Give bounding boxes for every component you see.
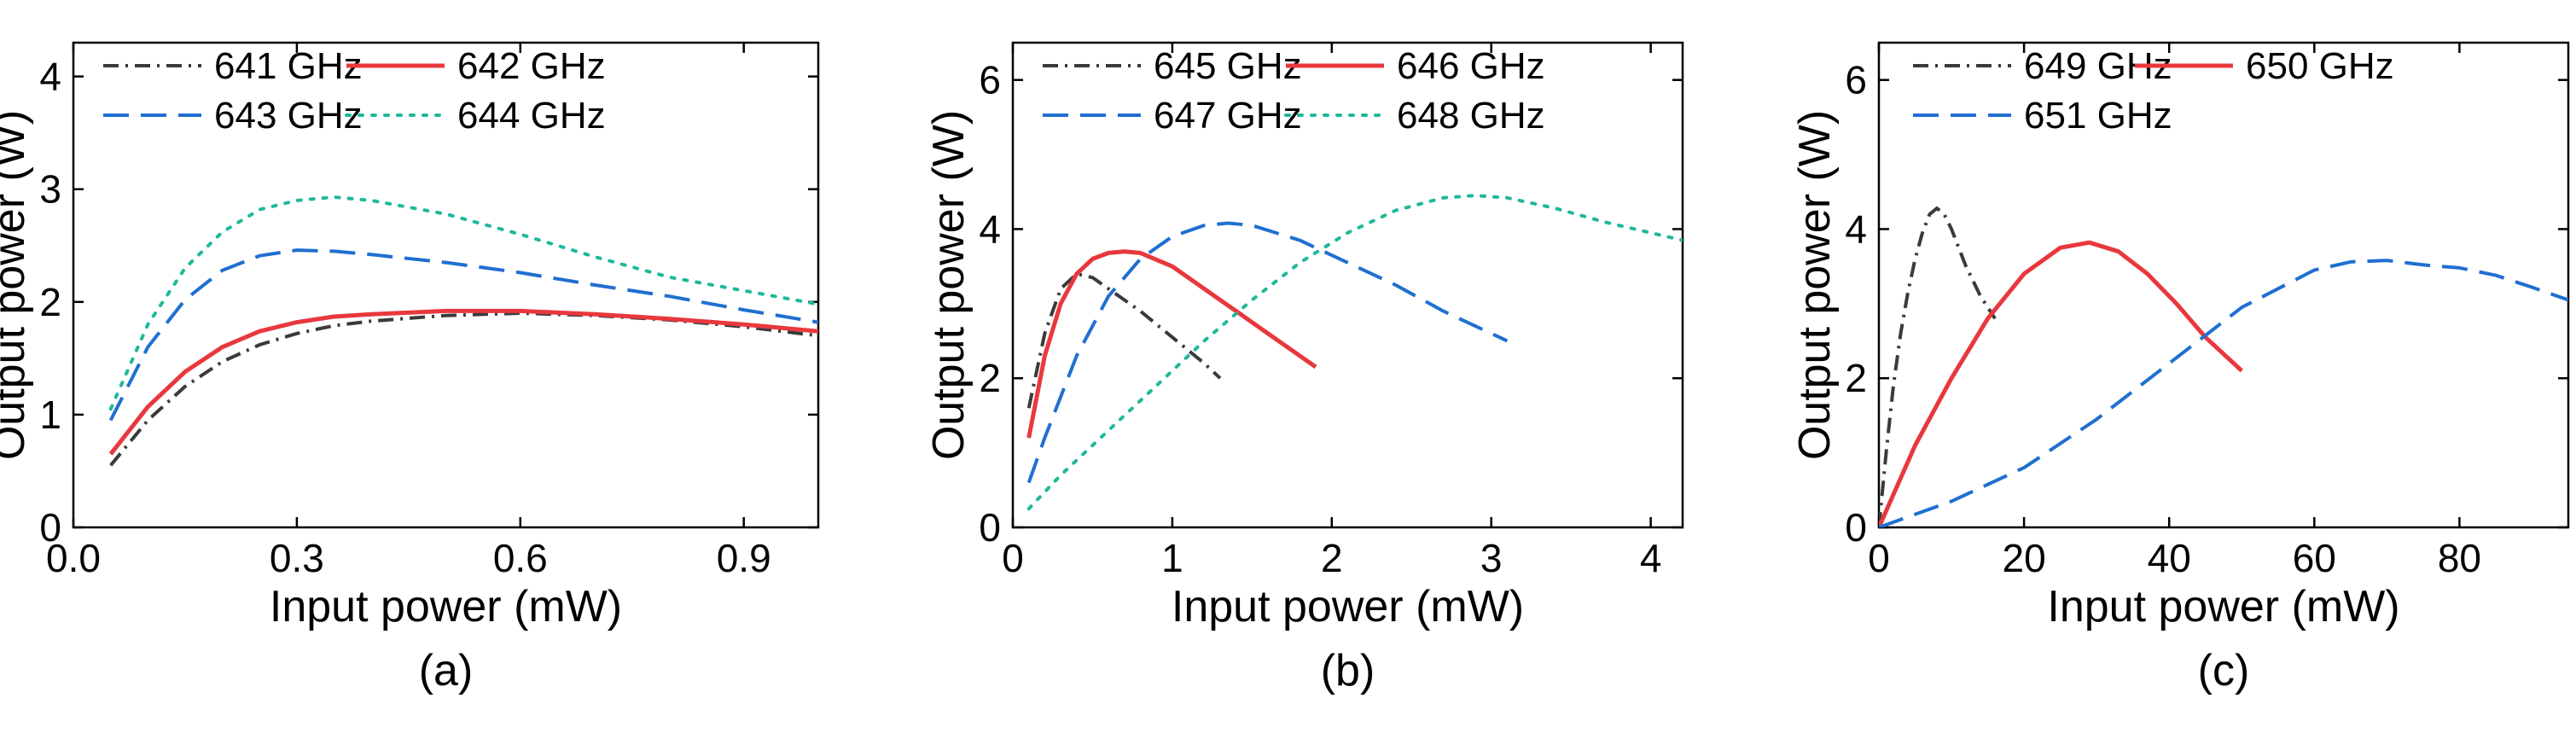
panel-b: 0 1 2 3 4 0 2 4 6 Input power (mW) Output power (W… — [924, 41, 1684, 695]
x-tick-label: 0.0 — [46, 536, 101, 580]
series-group — [1879, 207, 2568, 527]
x-tick-label: 2 — [1321, 536, 1343, 580]
series-line-641-ghz — [109, 311, 818, 467]
x-tick-label: 1 — [1161, 536, 1183, 580]
x-tick-label: 3 — [1480, 536, 1503, 580]
x-tick-label: 60 — [2293, 536, 2336, 580]
legend: 641 GHz 642 GHz 643 GHz 644 GHz — [103, 45, 606, 137]
x-tick-label: 0 — [1002, 536, 1024, 580]
x-tick-label: 4 — [1640, 536, 1662, 580]
y-axis-label: Output power (W) — [1790, 110, 1840, 460]
series-line-643-ghz — [108, 248, 818, 422]
x-tick-label: 80 — [2438, 536, 2481, 580]
legend-label: 651 GHz — [2024, 95, 2172, 137]
x-tick-label: 0.3 — [270, 536, 324, 580]
series-line-644-ghz — [108, 195, 818, 411]
x-tick-label: 0 — [1868, 536, 1890, 580]
y-tick-label: 4 — [979, 207, 1001, 251]
legend-label: 647 GHz — [1154, 95, 1302, 137]
panel-c: 0 20 40 60 80 0 2 4 6 Input power (mW) Output powe… — [1790, 41, 2570, 695]
series-line-651-ghz — [1879, 259, 2568, 527]
plot-frame — [72, 41, 820, 529]
series-group — [1026, 194, 1683, 511]
x-axis-label: Input power (mW) — [1172, 582, 1524, 631]
series-group — [108, 195, 818, 467]
series-line-649-ghz — [1879, 207, 1997, 527]
y-tick-label: 2 — [39, 280, 61, 324]
panels: 0.0 0.3 0.6 0.9 0 1 2 3 4 Input power (mW) Output … — [0, 41, 2570, 695]
series-line-645-ghz — [1026, 271, 1222, 409]
legend-label: 643 GHz — [214, 95, 363, 137]
y-tick-label: 1 — [39, 393, 61, 437]
legend-label: 641 GHz — [214, 45, 363, 87]
y-axis-label: Output power (W) — [0, 110, 34, 460]
series-line-648-ghz — [1026, 194, 1683, 511]
y-tick-label: 2 — [979, 356, 1001, 400]
series-line-650-ghz — [1879, 240, 2243, 527]
legend-label: 648 GHz — [1397, 95, 1545, 137]
y-axis-label: Output power (W) — [924, 110, 974, 460]
series-line-642-ghz — [108, 308, 818, 456]
plot-frame — [1011, 41, 1684, 529]
legend-label: 650 GHz — [2246, 45, 2394, 87]
x-tick-label: 40 — [2148, 536, 2191, 580]
x-tick-label: 20 — [2003, 536, 2046, 580]
panel-caption: (b) — [1321, 646, 1375, 695]
y-tick-label: 0 — [979, 505, 1001, 550]
x-tick-label: 0.9 — [717, 536, 771, 580]
legend-label: 646 GHz — [1397, 45, 1545, 87]
y-tick-label: 3 — [39, 167, 61, 212]
panel-caption: (c) — [2198, 646, 2250, 695]
y-tick-label: 4 — [1845, 207, 1867, 251]
y-tick-label: 2 — [1845, 356, 1867, 400]
y-tick-label: 6 — [1845, 58, 1867, 102]
series-line-646-ghz — [1026, 249, 1317, 439]
legend-label: 642 GHz — [457, 45, 606, 87]
legend-label: 644 GHz — [457, 95, 606, 137]
x-axis-label: Input power (mW) — [270, 582, 622, 631]
y-tick-label: 0 — [39, 505, 61, 550]
x-tick-label: 0.6 — [493, 536, 548, 580]
series-line-647-ghz — [1026, 221, 1509, 484]
y-tick-label: 6 — [979, 58, 1001, 102]
x-axis-label: Input power (mW) — [2047, 582, 2399, 631]
plot-frame — [1877, 41, 2570, 529]
legend: 645 GHz 646 GHz 647 GHz 648 GHz — [1043, 45, 1545, 137]
legend-label: 645 GHz — [1154, 45, 1302, 87]
y-tick-label: 4 — [39, 55, 61, 99]
panel-a: 0.0 0.3 0.6 0.9 0 1 2 3 4 Input power (mW) Output … — [0, 41, 820, 695]
panel-caption: (a) — [419, 646, 474, 695]
y-tick-label: 0 — [1845, 505, 1867, 550]
